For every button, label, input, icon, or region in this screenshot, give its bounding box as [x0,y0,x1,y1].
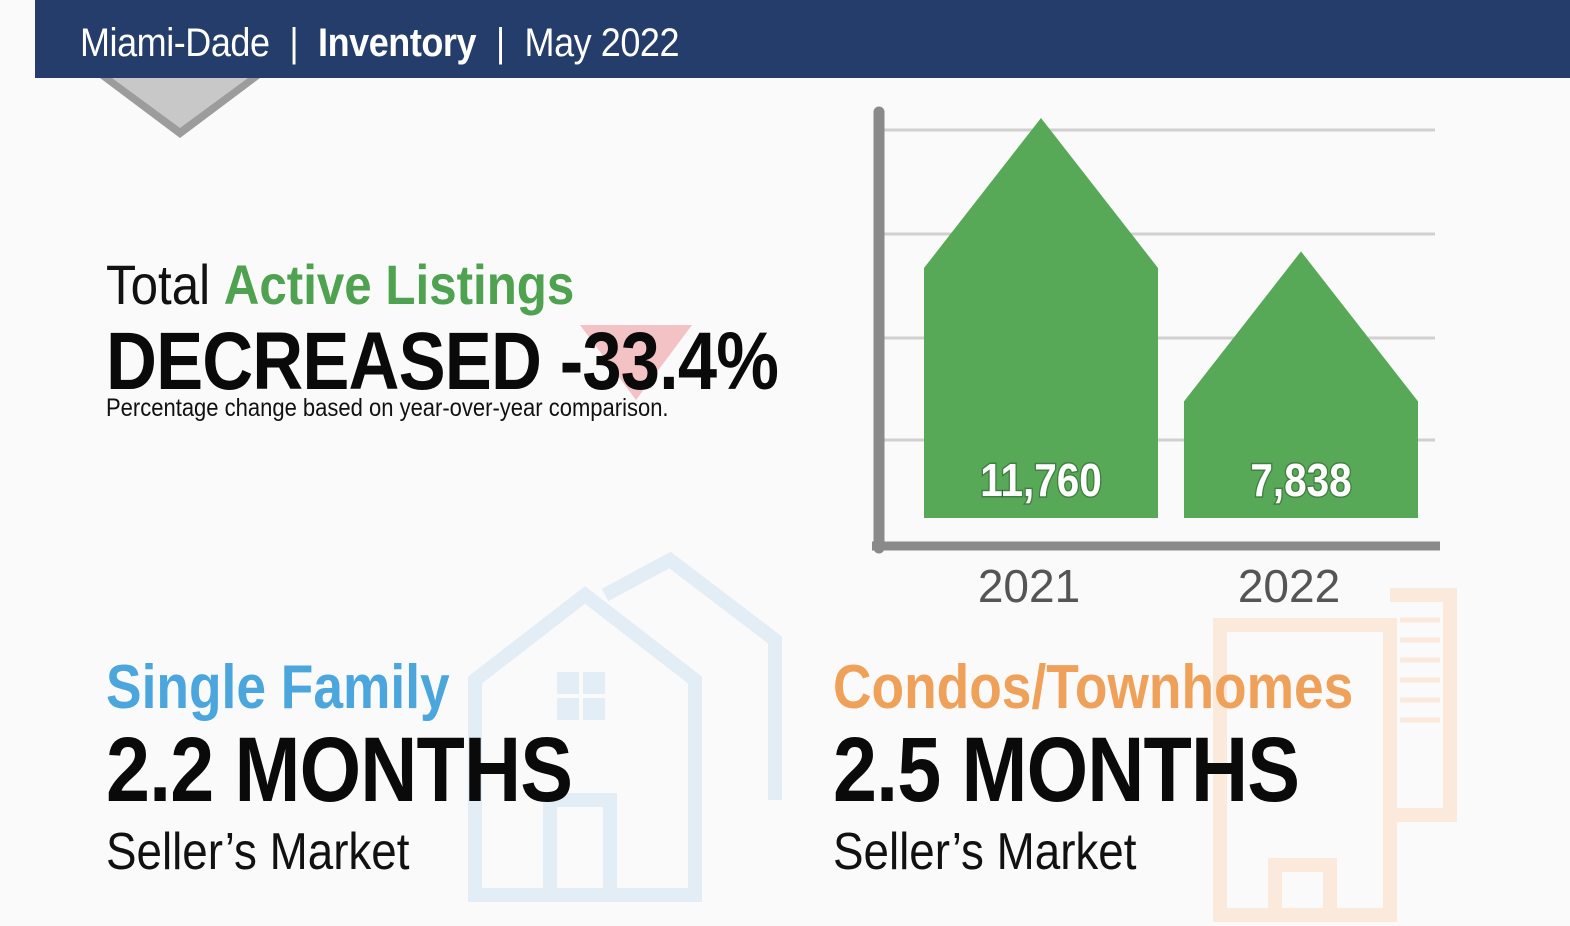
bar-2022 [1184,251,1418,518]
category-label-2021: 2021 [978,560,1080,612]
single-family-months: 2.2 MONTHS [106,719,573,821]
summary-title-prefix: Total [106,253,211,316]
condos-months: 2.5 MONTHS [833,719,1300,821]
summary-title-accent: Active Listings [223,253,575,316]
summary-headline: DECREASED -33.4% [106,316,779,407]
bar-2021 [924,118,1158,518]
data-label-2022: 7,838 [1250,456,1351,507]
summary-title: Total Active Listings [106,252,574,317]
chart-bars [924,118,1418,518]
chart-axes [872,106,1440,554]
header-bar [35,0,1570,78]
category-label-2022: 2022 [1238,560,1340,612]
data-label-2021: 11,760 [980,456,1102,507]
condos-label: Condos/Townhomes [833,653,1354,722]
header-pointer-highlight [112,78,248,128]
header-topic: Inventory [318,21,477,65]
header-title: Miami-Dade | Inventory | May 2022 [80,0,679,78]
decrease-arrow-icon [580,325,692,400]
single-family-market: Seller’s Market [106,823,410,881]
condos-market: Seller’s Market [833,823,1137,881]
single-family-label: Single Family [106,653,450,722]
chart-labels: 11,760 2021 7,838 2022 [978,454,1353,612]
header-period: May 2022 [524,21,680,65]
header-separator-2: | [495,21,505,65]
inventory-chart: 11,760 2021 7,838 2022 [872,106,1440,612]
summary-note: Percentage change based on year-over-yea… [106,394,669,422]
condo-watermark-icon [1213,588,1457,922]
header-separator-1: | [289,21,299,65]
house-watermark-icon [468,551,782,902]
header-region: Miami-Dade [80,21,270,65]
